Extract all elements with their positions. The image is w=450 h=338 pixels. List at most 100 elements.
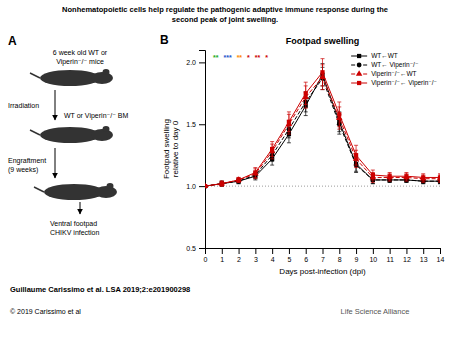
error-bar-cap xyxy=(287,142,291,143)
series-marker xyxy=(236,179,241,184)
tick-mark xyxy=(390,248,391,254)
error-bar-cap xyxy=(220,186,224,187)
tick-mark xyxy=(199,124,205,125)
chart: Nonhematopoietic cells help regulate the… xyxy=(0,0,450,338)
error-bar xyxy=(237,179,241,184)
y-axis: 0.51.01.52.0 xyxy=(186,51,205,252)
mouse-ear xyxy=(103,126,110,132)
x-tick: 13 xyxy=(420,248,428,263)
tick-mark xyxy=(199,186,205,187)
schematic-text: Viperin⁻/⁻ mice xyxy=(56,58,104,66)
legend-swatch-marker xyxy=(356,70,362,76)
legend-swatch-marker xyxy=(357,81,361,85)
legend-label: WT←WT xyxy=(371,52,398,59)
y-tick: 2.0 xyxy=(186,59,205,66)
error-bar-cap xyxy=(438,181,440,182)
tick-label: 8 xyxy=(338,256,342,263)
panel-a: A6 week old WT orViperin⁻/⁻ miceIrradiat… xyxy=(8,34,128,236)
error-bar-cap xyxy=(270,156,274,157)
x-tick: 14 xyxy=(437,248,445,263)
error-bar xyxy=(438,175,440,182)
error-bar-cap xyxy=(421,182,425,183)
annotation: ** xyxy=(237,54,243,61)
x-tick: 0 xyxy=(204,248,208,263)
error-bar xyxy=(388,173,392,180)
legend-label: WT← Viperin⁻/⁻ xyxy=(371,61,418,69)
x-tick: 12 xyxy=(403,248,411,263)
series-marker xyxy=(371,173,375,177)
x-axis-title: Days post-infection (dpi) xyxy=(279,267,366,276)
error-bar xyxy=(237,177,241,182)
tick-label: 7 xyxy=(321,256,325,263)
error-bar-cap xyxy=(354,165,358,166)
reference-line xyxy=(205,186,440,187)
error-bar-cap xyxy=(388,181,392,182)
error-bar-cap xyxy=(237,182,241,183)
schematic-text: Irradiation xyxy=(8,102,39,109)
tick-label: 2.0 xyxy=(186,59,196,66)
tick-mark xyxy=(199,62,205,63)
tick-label: 1 xyxy=(220,256,224,263)
error-bar-cap xyxy=(337,134,341,135)
error-bar-cap xyxy=(253,177,257,178)
error-bar-cap xyxy=(287,131,291,132)
error-bar-cap xyxy=(287,137,291,138)
series-marker xyxy=(205,184,207,188)
error-bar-cap xyxy=(421,173,425,174)
y-axis-title-line: Footpad swelling xyxy=(162,119,171,179)
tick-mark xyxy=(255,248,256,254)
legend-swatch-marker xyxy=(357,54,361,58)
series-marker xyxy=(388,174,392,178)
error-bar xyxy=(287,112,291,132)
x-tick: 3 xyxy=(254,248,258,263)
tick-mark xyxy=(406,248,407,254)
series xyxy=(205,59,440,189)
error-bar-cap xyxy=(321,58,325,59)
y-axis-title: Footpad swellingrelative to day 0 xyxy=(162,119,180,179)
error-bar xyxy=(421,174,425,181)
error-bar-cap xyxy=(304,111,308,112)
error-bar xyxy=(421,175,425,182)
error-bar-cap xyxy=(404,172,408,173)
tick-mark xyxy=(222,248,223,254)
error-bar-cap xyxy=(388,172,392,173)
error-bar-cap xyxy=(220,186,224,187)
error-bar-cap xyxy=(388,179,392,180)
mouse-tail xyxy=(34,187,44,192)
x-tick: 8 xyxy=(338,248,342,263)
error-bar-cap xyxy=(237,182,241,183)
error-bar xyxy=(438,174,440,181)
tick-mark xyxy=(423,248,424,254)
series-marker xyxy=(220,182,224,186)
error-bar xyxy=(371,170,375,180)
y-tick: 1.5 xyxy=(186,121,205,128)
error-bar-cap xyxy=(371,183,375,184)
error-bar-cap xyxy=(321,89,325,90)
tick-mark xyxy=(306,248,307,254)
panel-label: B xyxy=(160,33,169,47)
tick-mark xyxy=(373,248,374,254)
tick-label: 1.0 xyxy=(186,183,196,190)
series-marker xyxy=(404,174,408,178)
error-bar-cap xyxy=(237,177,241,178)
tick-label: 14 xyxy=(437,256,445,263)
error-bar-cap xyxy=(438,173,440,174)
legend: WT←WTWT← Viperin⁻/⁻Viperin⁻/⁻←WTViperin⁻… xyxy=(351,52,437,87)
error-bar-cap xyxy=(371,182,375,183)
error-bar-cap xyxy=(253,178,257,179)
series-marker xyxy=(337,112,341,116)
error-bar xyxy=(205,185,207,187)
y-axis-title-line: relative to day 0 xyxy=(171,120,180,177)
error-bar-cap xyxy=(421,181,425,182)
error-bar-cap xyxy=(321,85,325,86)
x-tick: 6 xyxy=(304,248,308,263)
legend-label: Viperin⁻/⁻←WT xyxy=(371,70,416,78)
series-marker xyxy=(438,175,440,179)
mouse-head xyxy=(91,72,113,84)
tick-label: 5 xyxy=(287,256,291,263)
y-tick: 1.0 xyxy=(186,183,205,190)
mouse-head xyxy=(91,129,113,141)
figure-title: second peak of joint swelling. xyxy=(172,15,278,24)
mouse-icon xyxy=(30,126,113,143)
annotation: *** xyxy=(223,54,231,61)
